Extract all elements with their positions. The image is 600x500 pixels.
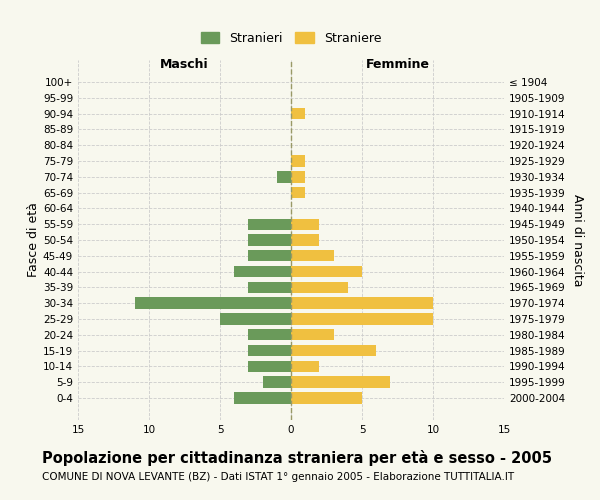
Bar <box>291 282 348 293</box>
Bar <box>135 298 291 309</box>
Bar <box>291 187 305 198</box>
Text: Maschi: Maschi <box>160 58 209 71</box>
Text: Femmine: Femmine <box>365 58 430 71</box>
Bar <box>291 329 334 340</box>
Bar <box>291 250 334 262</box>
Y-axis label: Fasce di età: Fasce di età <box>27 202 40 278</box>
Bar <box>291 392 362 404</box>
Bar <box>234 266 291 278</box>
Bar <box>291 108 305 120</box>
Legend: Stranieri, Straniere: Stranieri, Straniere <box>196 26 386 50</box>
Bar <box>263 376 291 388</box>
Bar <box>291 360 319 372</box>
Bar <box>291 156 305 166</box>
Bar <box>248 345 291 356</box>
Bar <box>291 298 433 309</box>
Bar <box>248 329 291 340</box>
Bar <box>291 345 376 356</box>
Bar <box>248 218 291 230</box>
Bar <box>248 360 291 372</box>
Text: Popolazione per cittadinanza straniera per età e sesso - 2005: Popolazione per cittadinanza straniera p… <box>42 450 552 466</box>
Bar <box>291 171 305 182</box>
Bar <box>291 314 433 324</box>
Bar <box>248 234 291 246</box>
Bar <box>291 218 319 230</box>
Bar <box>248 250 291 262</box>
Y-axis label: Anni di nascita: Anni di nascita <box>571 194 584 286</box>
Bar <box>234 392 291 404</box>
Bar <box>220 314 291 324</box>
Bar <box>291 376 391 388</box>
Bar <box>248 282 291 293</box>
Text: COMUNE DI NOVA LEVANTE (BZ) - Dati ISTAT 1° gennaio 2005 - Elaborazione TUTTITAL: COMUNE DI NOVA LEVANTE (BZ) - Dati ISTAT… <box>42 472 514 482</box>
Bar <box>291 266 362 278</box>
Bar <box>277 171 291 182</box>
Bar <box>291 234 319 246</box>
